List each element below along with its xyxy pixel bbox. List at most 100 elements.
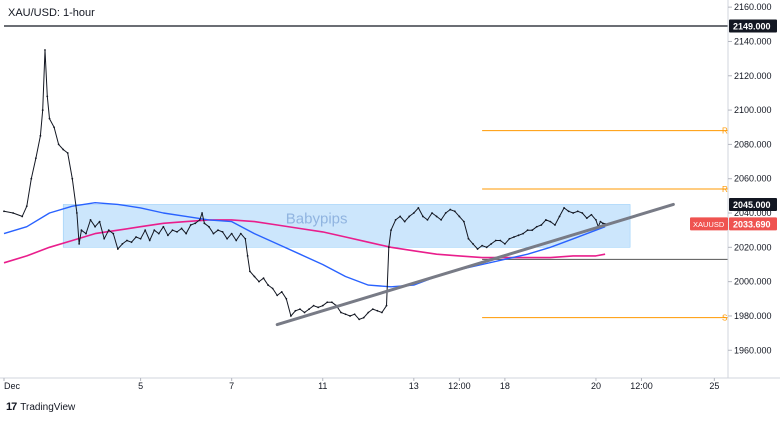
price-point — [34, 157, 37, 160]
price-point — [349, 315, 351, 317]
y-tick-label: 2000.000 — [734, 277, 772, 287]
ma-magenta-line — [3, 219, 606, 264]
price-point — [66, 152, 69, 154]
price-point — [567, 210, 570, 213]
price-point — [381, 311, 383, 314]
trendline-layer — [275, 202, 675, 327]
ma-blue-line — [3, 202, 606, 288]
x-tick-label: 18 — [500, 381, 510, 391]
x-tick-label: Dec — [4, 381, 21, 391]
price-point — [417, 206, 420, 209]
price-point — [444, 212, 447, 214]
price-point — [503, 242, 506, 245]
price-point — [253, 275, 256, 278]
price-point — [449, 208, 452, 211]
price-point — [185, 232, 188, 235]
price-point — [212, 232, 215, 235]
price-point — [317, 306, 320, 309]
price-point — [476, 248, 479, 250]
price-point — [387, 246, 390, 249]
price-point — [107, 229, 110, 232]
tradingview-branding: 17 TradingView — [6, 401, 75, 413]
symbol-badge-label: XAUUSD — [693, 220, 725, 229]
price-point — [321, 304, 324, 307]
price-point — [221, 230, 224, 233]
price-point — [481, 244, 484, 247]
price-point — [403, 220, 406, 223]
symbol-badge — [690, 217, 728, 231]
price-badge — [729, 217, 777, 231]
price-point — [203, 222, 206, 225]
price-point — [244, 237, 247, 240]
price-point — [494, 239, 497, 242]
price-point — [522, 232, 524, 235]
price-point — [517, 234, 520, 237]
x-tick-label: 20 — [591, 381, 601, 391]
price-point — [126, 239, 128, 242]
price-point — [499, 239, 502, 242]
price-point — [201, 212, 203, 214]
price-point — [285, 297, 288, 300]
axes-layer: 1960.000 1980.000 2000.000 2020.000 2040.000… — [0, 0, 780, 391]
price-point — [330, 301, 333, 304]
price-point — [180, 227, 183, 230]
price-point — [75, 212, 78, 214]
price-point — [399, 215, 402, 218]
price-point — [157, 232, 160, 235]
price-point — [39, 134, 42, 137]
price-point — [135, 236, 137, 238]
price-point — [208, 225, 210, 228]
y-tick-label: 1960.000 — [734, 345, 772, 355]
x-tick-label: 12:00 — [448, 381, 471, 391]
price-point — [57, 143, 60, 146]
price-point — [121, 242, 124, 245]
y-tick-label: 1980.000 — [734, 311, 772, 321]
price-point — [144, 229, 147, 232]
price-point — [526, 229, 529, 232]
price-point — [299, 308, 301, 310]
price-point — [176, 230, 178, 233]
price-point — [71, 177, 74, 180]
price-point — [217, 229, 219, 232]
price-point — [549, 220, 552, 223]
price-point — [289, 315, 292, 317]
price-point — [189, 224, 192, 226]
price-point — [308, 308, 310, 310]
price-point — [162, 225, 165, 228]
price-point — [371, 308, 374, 310]
trendline — [275, 202, 675, 327]
price-point — [558, 215, 561, 218]
price-point — [462, 220, 465, 223]
price-point — [435, 215, 438, 218]
price-point — [585, 217, 588, 220]
price-point — [358, 318, 361, 321]
price-point — [590, 213, 593, 216]
tradingview-logo-icon: 17 — [6, 401, 17, 413]
price-point — [426, 218, 429, 221]
horizontal-levels-layer: R R S — [4, 25, 728, 323]
price-point — [62, 148, 65, 151]
x-tick-label: 5 — [138, 381, 143, 391]
y-tick-label: 2020.000 — [734, 242, 772, 252]
price-point — [422, 215, 424, 218]
level-letter: R — [722, 185, 728, 194]
price-point — [48, 117, 51, 120]
chart-title: XAU/USD: 1-hour — [8, 7, 95, 19]
x-tick-label: 11 — [318, 381, 327, 391]
price-point — [262, 277, 265, 280]
price-point — [554, 224, 556, 226]
price-point — [246, 255, 249, 257]
level-letter: S — [722, 314, 727, 323]
price-point — [581, 212, 584, 214]
price-point — [89, 218, 92, 221]
price-point — [85, 232, 87, 235]
price-point — [226, 237, 229, 240]
price-point — [535, 225, 538, 228]
y-tick-label: 2100.000 — [734, 105, 772, 115]
price-point — [235, 239, 238, 242]
price-point — [167, 234, 169, 237]
price-point — [78, 242, 81, 245]
price-point — [194, 222, 197, 225]
price-point — [472, 242, 474, 245]
